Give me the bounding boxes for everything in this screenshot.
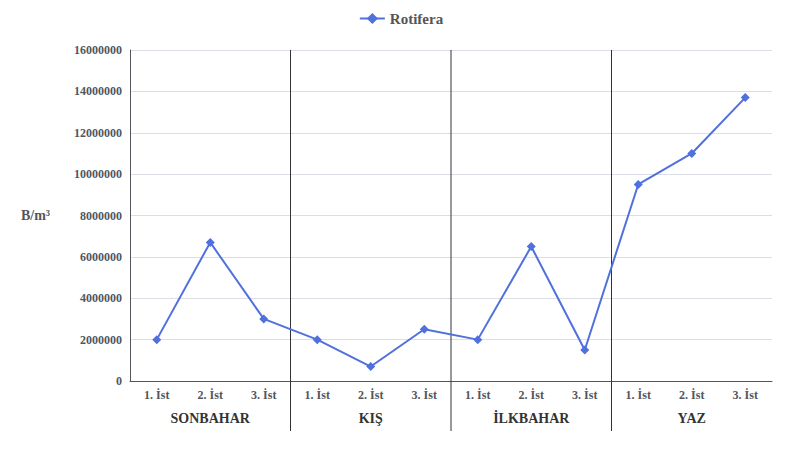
svg-text:KIŞ: KIŞ [359,411,383,426]
svg-text:14000000: 14000000 [74,84,122,98]
svg-text:0: 0 [116,374,122,388]
svg-text:2. İst: 2. İst [358,388,383,402]
svg-text:İLKBAHAR: İLKBAHAR [493,410,570,426]
svg-text:6000000: 6000000 [80,250,122,264]
svg-text:1. İst: 1. İst [144,388,169,402]
svg-text:3. İst: 3. İst [733,388,758,402]
svg-text:2. İst: 2. İst [198,388,223,402]
svg-text:Rotifera: Rotifera [390,11,444,27]
svg-text:B/m³: B/m³ [21,208,50,223]
svg-text:1. İst: 1. İst [305,388,330,402]
svg-text:SONBAHAR: SONBAHAR [171,411,251,426]
svg-text:3. İst: 3. İst [412,388,437,402]
svg-text:1. İst: 1. İst [626,388,651,402]
svg-text:3. İst: 3. İst [251,388,276,402]
svg-text:2. İst: 2. İst [519,388,544,402]
svg-text:1. İst: 1. İst [465,388,490,402]
svg-text:3. İst: 3. İst [572,388,597,402]
svg-text:8000000: 8000000 [80,209,122,223]
svg-text:2000000: 2000000 [80,333,122,347]
svg-text:12000000: 12000000 [74,126,122,140]
svg-text:16000000: 16000000 [74,43,122,57]
svg-text:4000000: 4000000 [80,291,122,305]
svg-text:2. İst: 2. İst [679,388,704,402]
svg-text:YAZ: YAZ [678,411,706,426]
svg-text:10000000: 10000000 [74,167,122,181]
